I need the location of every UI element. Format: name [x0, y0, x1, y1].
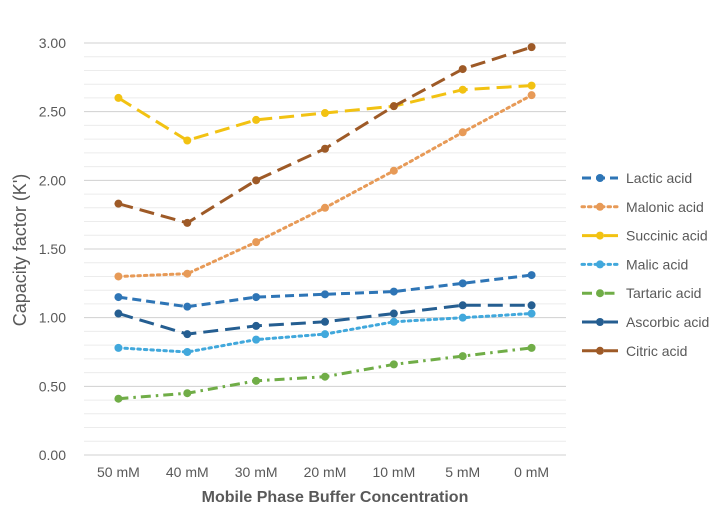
y-tick-label: 1.50: [39, 241, 66, 257]
legend-item: Malonic acid: [580, 199, 704, 215]
x-tick-label: 50 mM: [97, 464, 140, 480]
legend-label: Citric acid: [626, 343, 687, 359]
legend-marker: [596, 318, 604, 326]
data-point: [114, 199, 123, 208]
data-point: [458, 65, 467, 74]
legend-item: Tartaric acid: [582, 285, 701, 301]
legend-marker: [596, 231, 604, 240]
data-point: [321, 317, 329, 326]
data-point: [389, 166, 398, 175]
x-tick-label: 10 mM: [372, 464, 415, 480]
data-point: [527, 81, 536, 90]
data-point: [389, 309, 398, 318]
data-point: [114, 343, 123, 352]
data-point: [252, 115, 261, 124]
x-axis-ticks: 50 mM 40 mM 30 mM 20 mM 10 mM 5 mM 0 mM: [97, 464, 549, 480]
data-point: [252, 376, 261, 385]
data-point: [389, 317, 398, 326]
data-point: [389, 360, 398, 369]
data-point: [183, 348, 192, 356]
data-point: [458, 352, 467, 361]
legend-marker: [596, 260, 604, 269]
data-point: [321, 372, 329, 381]
data-point: [389, 102, 398, 111]
data-point: [321, 109, 329, 118]
legend: Lactic acid Malonic acid Succinic acid Mali…: [580, 170, 709, 359]
data-point: [114, 93, 123, 102]
data-point: [252, 176, 261, 185]
data-point: [252, 293, 261, 302]
data-point: [252, 335, 261, 344]
data-point: [527, 43, 536, 52]
data-point: [183, 302, 192, 311]
series-group: [114, 271, 536, 311]
legend-item: Malic acid: [580, 256, 688, 272]
legend-item: Citric acid: [582, 343, 687, 359]
legend-label: Tartaric acid: [626, 285, 701, 301]
legend-label: Succinic acid: [626, 228, 708, 244]
data-point: [252, 238, 261, 247]
data-point: [458, 301, 467, 310]
data-point: [321, 290, 329, 299]
data-point: [458, 279, 467, 288]
data-point: [183, 136, 192, 145]
data-point: [114, 309, 123, 318]
data-point: [458, 85, 467, 94]
legend-label: Ascorbic acid: [626, 314, 709, 330]
data-point: [458, 313, 467, 322]
x-tick-label: 30 mM: [235, 464, 278, 480]
y-tick-label: 2.00: [39, 172, 66, 188]
legend-label: Malonic acid: [626, 199, 704, 215]
data-point: [252, 321, 261, 330]
series-group: [114, 43, 536, 227]
x-tick-label: 40 mM: [166, 464, 209, 480]
y-tick-label: 2.50: [39, 104, 66, 120]
data-point: [527, 91, 536, 100]
legend-item: Ascorbic acid: [582, 314, 709, 330]
y-tick-label: 3.00: [39, 35, 66, 51]
x-tick-label: 20 mM: [304, 464, 347, 480]
plot-area: [114, 43, 536, 403]
series-group: [114, 301, 536, 339]
data-point: [321, 330, 329, 339]
legend-label: Lactic acid: [626, 170, 692, 186]
x-axis-title: Mobile Phase Buffer Concentration: [202, 489, 469, 506]
data-point: [389, 287, 398, 296]
legend-marker: [596, 202, 604, 211]
data-point: [321, 203, 329, 212]
data-point: [527, 309, 536, 318]
data-point: [183, 269, 192, 278]
x-tick-label: 0 mM: [514, 464, 549, 480]
data-point: [321, 144, 329, 153]
y-axis-ticks: 0.00 0.50 1.00 1.50 2.00 2.50 3.00: [39, 35, 66, 463]
y-axis-title: Capacity factor (K'): [10, 174, 30, 326]
y-tick-label: 0.00: [39, 447, 66, 463]
data-point: [114, 394, 123, 403]
data-point: [527, 271, 536, 280]
data-point: [458, 128, 467, 137]
data-point: [114, 272, 123, 281]
data-point: [527, 343, 536, 352]
series-group: [114, 343, 536, 403]
y-tick-label: 0.50: [39, 378, 66, 394]
data-point: [183, 218, 192, 227]
series-group: [114, 91, 536, 281]
legend-marker: [596, 346, 604, 355]
gridlines: [84, 42, 566, 456]
legend-item: Succinic acid: [582, 228, 708, 244]
series-group: [114, 81, 536, 145]
series-group: [114, 309, 536, 356]
data-point: [183, 330, 192, 339]
data-point: [183, 389, 192, 398]
legend-marker: [596, 174, 604, 182]
x-tick-label: 5 mM: [445, 464, 480, 480]
data-point: [114, 293, 123, 302]
legend-item: Lactic acid: [582, 170, 692, 186]
legend-marker: [596, 289, 604, 298]
legend-label: Malic acid: [626, 256, 688, 272]
data-point: [527, 301, 536, 310]
y-tick-label: 1.00: [39, 310, 66, 326]
